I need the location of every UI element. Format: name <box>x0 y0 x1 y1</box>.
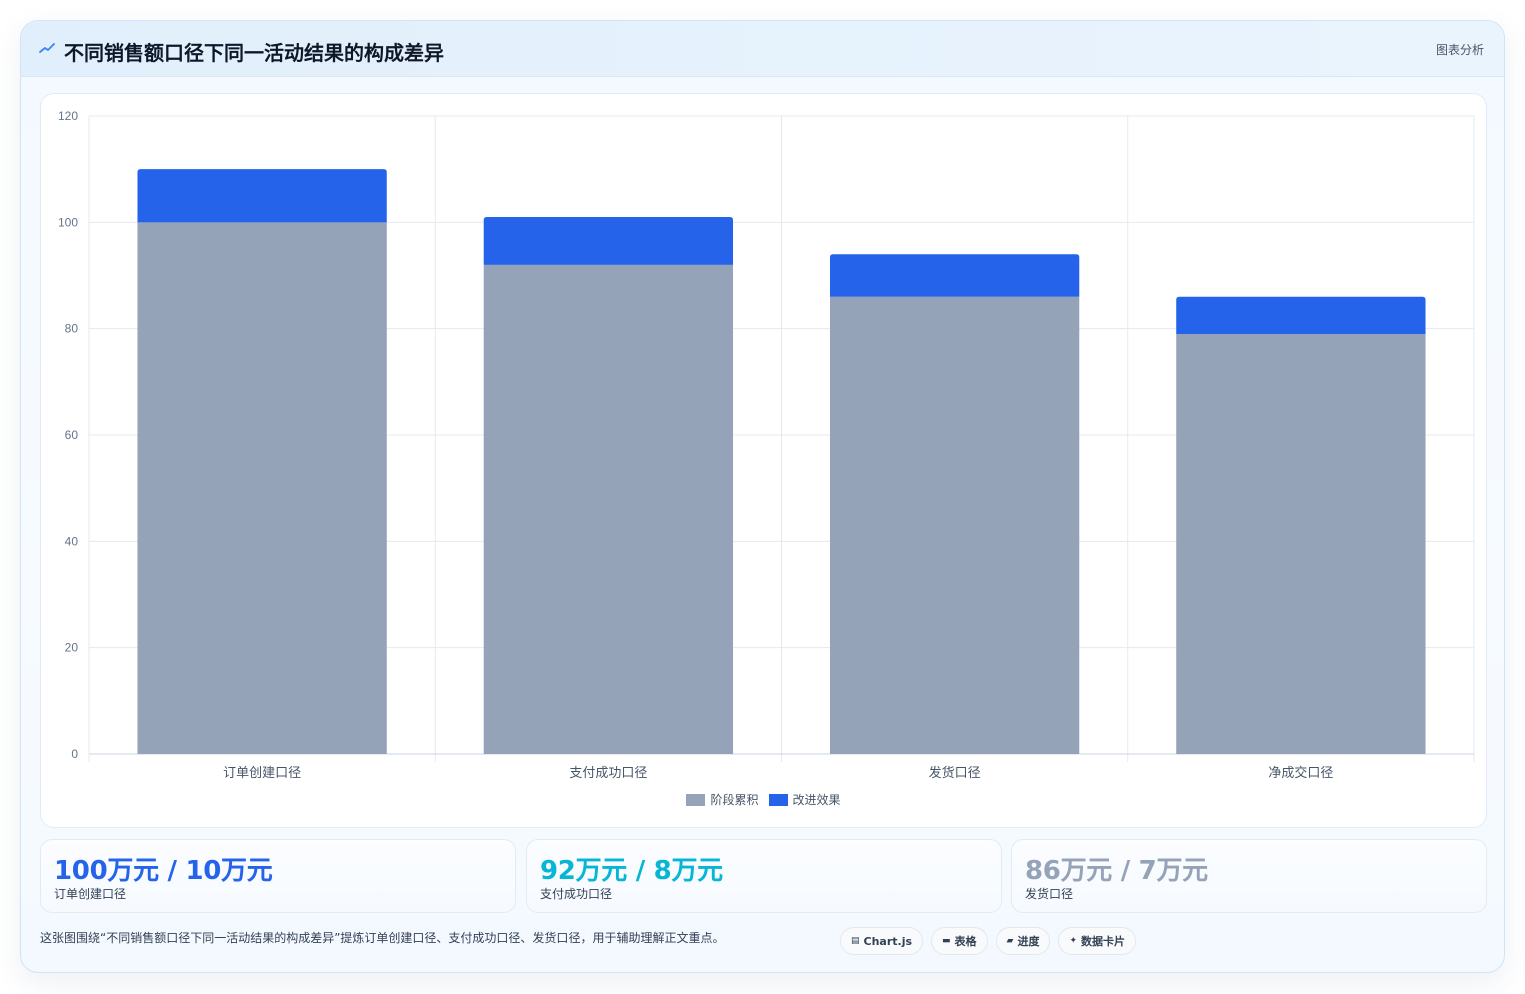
feature-chips: ▤ Chart.js ▬ 表格 ▰ 进度 ✦ 数据卡片 <box>840 927 1137 955</box>
chip-label: 进度 <box>1017 935 1040 948</box>
bar-segment <box>137 222 387 755</box>
y-tick-label: 120 <box>58 109 78 123</box>
legend-item[interactable]: 阶段累积 <box>686 791 759 808</box>
sparkle-icon: ✦ <box>1069 936 1078 946</box>
bar-segment <box>1176 333 1426 754</box>
trend-line-icon <box>39 43 55 53</box>
stat-label: 发货口径 <box>1025 887 1074 901</box>
x-tick-label: 发货口径 <box>929 765 981 781</box>
stat-card: 92万元 / 8万元 支付成功口径 <box>526 839 1002 913</box>
chart-icon: ▤ <box>851 936 860 946</box>
x-tick-label: 净成交口径 <box>1268 765 1333 781</box>
chip-label: 表格 <box>954 935 977 948</box>
feature-chip[interactable]: ✦ 数据卡片 <box>1058 927 1137 955</box>
legend-swatch <box>686 793 706 806</box>
progress-icon: ▰ <box>1006 936 1014 946</box>
y-tick-label: 20 <box>65 641 79 655</box>
page-container: 不同销售额口径下同一活动结果的构成差异 图表分析 0 20 40 60 80 100 120… <box>20 20 1505 973</box>
stat-label: 订单创建口径 <box>54 887 127 901</box>
stat-card: 100万元 / 10万元 订单创建口径 <box>40 839 516 913</box>
x-tick-label: 支付成功口径 <box>569 766 647 781</box>
chip-label: 数据卡片 <box>1081 935 1126 948</box>
bar-segment <box>829 254 1080 297</box>
legend-label: 改进效果 <box>792 793 841 807</box>
y-tick-label: 0 <box>71 747 78 761</box>
y-tick-label: 60 <box>65 428 79 442</box>
stat-cards: 100万元 / 10万元 订单创建口径 92万元 / 8万元 支付成功口径 86万元 /… <box>40 839 1487 913</box>
stat-label: 支付成功口径 <box>540 887 613 901</box>
y-tick-label: 80 <box>65 322 79 336</box>
stat-card: 86万元 / 7万元 发货口径 <box>1011 839 1487 913</box>
page-title: 不同销售额口径下同一活动结果的构成差异 <box>64 41 444 65</box>
chart-legend: 阶段累积 改进效果 <box>41 791 1486 808</box>
chart-panel: 0 20 40 60 80 100 120 订单创建口径 支付成功口径 发货口径 净成交口径 阶段累… <box>40 93 1487 828</box>
stat-value: 86万元 / 7万元 <box>1025 856 1208 886</box>
x-tick-label: 订单创建口径 <box>223 766 301 781</box>
stacked-bar-chart: 0 20 40 60 80 100 120 订单创建口径 支付成功口径 发货口径 净成交口径 <box>58 109 1475 781</box>
legend-item[interactable]: 改进效果 <box>768 791 841 808</box>
y-tick-label: 100 <box>58 215 78 229</box>
bar-segment <box>137 169 387 223</box>
bar-segment <box>483 217 734 265</box>
legend-label: 阶段累积 <box>710 793 759 807</box>
bar-segment <box>829 296 1080 754</box>
chart-analysis-tag: 图表分析 <box>1435 43 1484 57</box>
table-icon: ▬ <box>942 936 951 946</box>
feature-chip[interactable]: ▬ 表格 <box>931 927 988 955</box>
feature-chip[interactable]: ▰ 进度 <box>995 927 1051 955</box>
bar-segment <box>1176 296 1426 334</box>
stat-value: 100万元 / 10万元 <box>54 856 273 886</box>
y-tick-label: 40 <box>65 534 79 548</box>
chart-description: 这张图围绕“不同销售额口径下同一活动结果的构成差异”提炼订单创建口径、支付成功口… <box>40 931 725 945</box>
stat-value: 92万元 / 8万元 <box>540 856 723 886</box>
legend-swatch <box>768 793 788 806</box>
bar-segment <box>483 264 734 754</box>
feature-chip[interactable]: ▤ Chart.js <box>840 927 924 955</box>
chip-label: Chart.js <box>863 934 913 948</box>
header-bar: 不同销售额口径下同一活动结果的构成差异 图表分析 <box>21 21 1504 77</box>
